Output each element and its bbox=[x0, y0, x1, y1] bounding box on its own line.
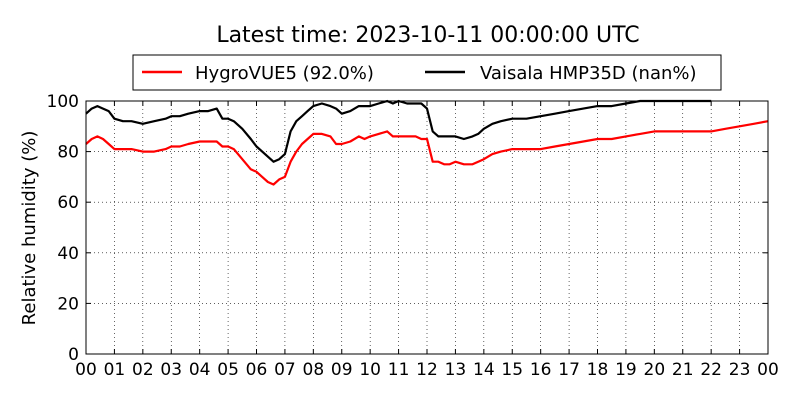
y-tick-label: 40 bbox=[57, 244, 79, 264]
legend: HygroVUE5 (92.0%) Vaisala HMP35D (nan%) bbox=[132, 54, 722, 91]
y-tick-label: 20 bbox=[57, 294, 79, 314]
legend-label-vaisala: Vaisala HMP35D (nan%) bbox=[480, 63, 697, 84]
series-line-1 bbox=[85, 99, 712, 163]
x-tick-label: 20 bbox=[644, 360, 666, 380]
series-line-0 bbox=[85, 120, 769, 186]
x-tick-label: 21 bbox=[672, 360, 694, 380]
y-tick-label: 100 bbox=[47, 92, 79, 112]
x-tick-label: 10 bbox=[359, 360, 381, 380]
x-tick-label: 09 bbox=[331, 360, 353, 380]
legend-label-hygrovue5: HygroVUE5 (92.0%) bbox=[195, 63, 374, 84]
x-tick-label: 04 bbox=[189, 360, 211, 380]
x-tick-label: 01 bbox=[104, 360, 126, 380]
x-tick-label: 06 bbox=[246, 360, 268, 380]
x-tick-label: 18 bbox=[587, 360, 609, 380]
x-tick-label: 16 bbox=[530, 360, 552, 380]
y-tick-label: 60 bbox=[57, 193, 79, 213]
x-axis: 00 01 02 03 04 05 06 07 08 09 10 11 12 13 14 15 16 17 18 19… bbox=[75, 101, 779, 380]
x-tick-label: 17 bbox=[558, 360, 580, 380]
y-tick-label: 80 bbox=[57, 143, 79, 163]
x-tick-label: 02 bbox=[132, 360, 154, 380]
y-axis-label: Relative humidity (%) bbox=[19, 131, 40, 326]
x-tick-label: 12 bbox=[416, 360, 438, 380]
x-tick-label: 08 bbox=[303, 360, 325, 380]
grid bbox=[86, 101, 768, 354]
y-axis: 0 20 40 60 80 100 bbox=[47, 92, 768, 365]
x-tick-label: 23 bbox=[729, 360, 751, 380]
x-tick-label: 22 bbox=[700, 360, 722, 380]
x-tick-label: 05 bbox=[217, 360, 239, 380]
x-tick-label: 00 bbox=[757, 360, 779, 380]
x-tick-label: 00 bbox=[75, 360, 97, 380]
x-tick-label: 13 bbox=[445, 360, 467, 380]
chart-title: Latest time: 2023-10-11 00:00:00 UTC bbox=[216, 23, 639, 48]
x-tick-label: 15 bbox=[501, 360, 523, 380]
x-tick-label: 03 bbox=[160, 360, 182, 380]
x-tick-label: 19 bbox=[615, 360, 637, 380]
x-tick-label: 14 bbox=[473, 360, 495, 380]
y-tick-label: 0 bbox=[68, 345, 79, 365]
series-group bbox=[85, 99, 769, 186]
x-tick-label: 07 bbox=[274, 360, 296, 380]
x-tick-label: 11 bbox=[388, 360, 410, 380]
